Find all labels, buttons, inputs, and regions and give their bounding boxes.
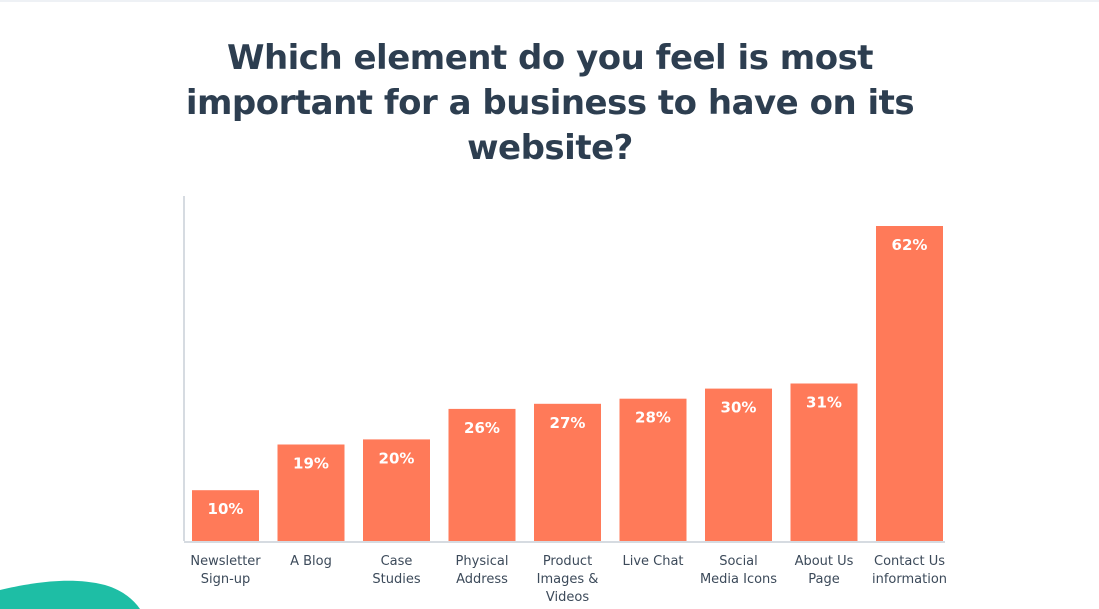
bar-value-label: 26% xyxy=(464,419,500,437)
bar xyxy=(534,403,601,541)
value-labels-group: 10% 19% 20% 26% 27% 28% 30% 31% 62% xyxy=(208,236,928,518)
category-label-line: Page xyxy=(808,572,839,587)
chart-title: Which element do you feel is most import… xyxy=(185,38,915,168)
category-label-line: Videos xyxy=(546,590,589,605)
category-label: A Blog xyxy=(290,554,332,569)
category-label-line: information xyxy=(872,572,947,587)
category-label: Live Chat xyxy=(622,554,683,569)
bar xyxy=(619,398,687,541)
bar-value-label: 30% xyxy=(721,399,757,417)
category-label: About Us Page xyxy=(795,554,854,587)
category-label: Case Studies xyxy=(372,554,420,587)
bar xyxy=(705,388,772,541)
category-label-line: Newsletter xyxy=(190,554,261,569)
category-label-line: Product xyxy=(543,554,592,569)
category-label: Physical Address xyxy=(456,554,509,587)
category-label-line: About Us xyxy=(795,554,854,569)
category-label: Social Media Icons xyxy=(700,554,777,587)
bar-value-label: 62% xyxy=(892,236,928,254)
category-label-line: Social xyxy=(719,554,758,569)
category-label-line: Sign-up xyxy=(201,572,251,587)
category-label: Contact Us information xyxy=(872,554,947,587)
category-label-line: Case xyxy=(381,554,413,569)
bar-value-label: 28% xyxy=(635,409,671,427)
bar-value-label: 20% xyxy=(379,449,415,467)
bar xyxy=(876,226,943,541)
bar xyxy=(448,408,516,541)
bar-value-label: 19% xyxy=(293,455,329,473)
category-label-line: Address xyxy=(456,572,508,587)
category-label-line: Live Chat xyxy=(622,554,683,569)
bar xyxy=(192,490,259,541)
top-divider xyxy=(0,0,1099,2)
bar-value-label: 27% xyxy=(550,414,586,432)
category-label-line: Contact Us xyxy=(874,554,945,569)
category-label-line: Images & xyxy=(537,572,599,587)
category-label: Product Images & Videos xyxy=(537,554,599,605)
bar-value-label: 10% xyxy=(208,500,244,518)
bars-group xyxy=(192,226,943,541)
category-label-line: Studies xyxy=(372,572,420,587)
category-label: Newsletter Sign-up xyxy=(190,554,261,587)
bar xyxy=(277,444,345,541)
category-label-line: Physical xyxy=(456,554,509,569)
bar-value-label: 31% xyxy=(806,394,842,412)
category-labels-group: Newsletter Sign-up A Blog Case Studies Physic… xyxy=(190,554,947,605)
category-label-line: Media Icons xyxy=(700,572,777,587)
category-label-line: A Blog xyxy=(290,554,332,569)
bar xyxy=(363,439,430,541)
bar xyxy=(790,383,858,541)
